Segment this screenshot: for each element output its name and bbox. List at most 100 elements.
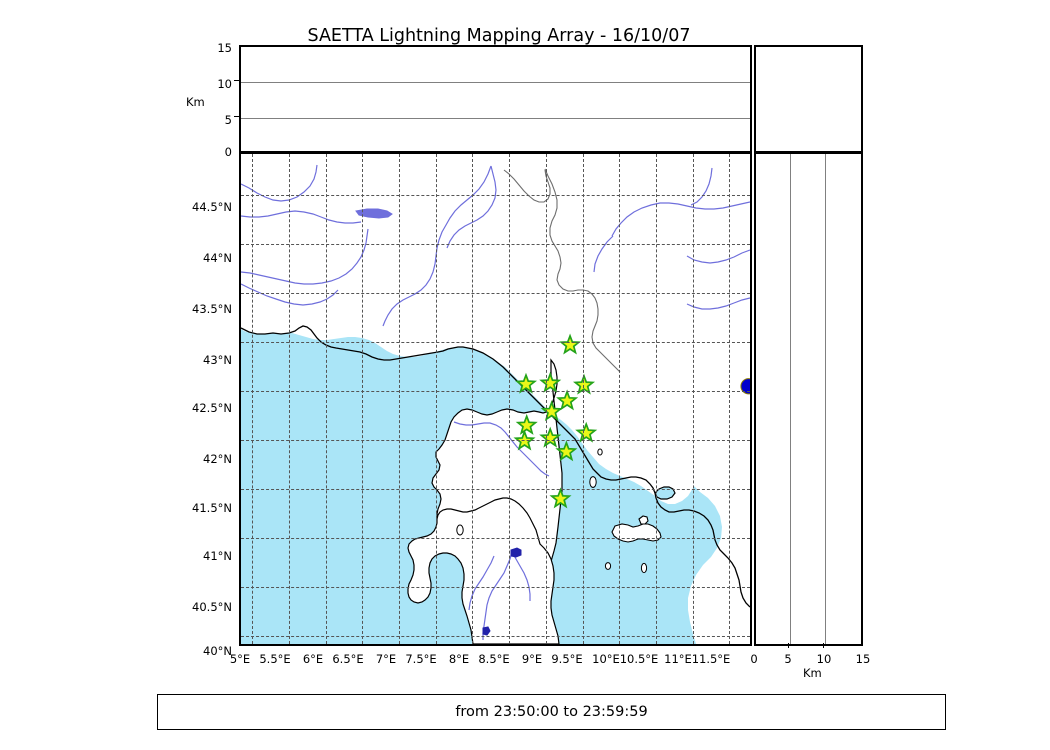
corner-panel[interactable]	[754, 45, 863, 153]
station-marker-station-4[interactable]	[572, 373, 596, 395]
island-elba-spur	[638, 515, 649, 525]
station-marker-station-2[interactable]	[514, 372, 538, 394]
map-xtick-5E: 5°E	[229, 652, 251, 666]
river-sardinia-west	[468, 555, 495, 611]
right-panel-xtick-15: 15	[855, 652, 871, 666]
station-marker-station-6[interactable]	[515, 413, 538, 435]
right-panel-gridline-5	[789, 154, 791, 644]
river-golo-corsica	[453, 421, 550, 477]
river-doubs	[686, 249, 750, 264]
map-xtick-9.5E: 9.5°E	[551, 652, 583, 666]
graticule-lat-42°N	[241, 440, 750, 442]
graticule-lon-10.5°E	[656, 154, 657, 644]
right-panel-tick-5	[787, 643, 789, 648]
top-panel-gridline-5	[241, 118, 750, 120]
top-panel-ytick-15: 15	[217, 41, 232, 55]
top-panel-tick-10	[234, 80, 239, 82]
map-xtick-6.5E: 6.5°E	[332, 652, 364, 666]
map-xtick-11.5E: 11.5°E	[691, 652, 731, 666]
map-xtick-10.5E: 10.5°E	[619, 652, 659, 666]
graticule-lat-40.5°N	[241, 587, 750, 589]
graticule-lon-8°E	[472, 154, 474, 644]
map-panel[interactable]	[239, 152, 752, 646]
graticule-lon-11°E	[692, 154, 694, 644]
lightning-source-markers-layer	[740, 378, 750, 395]
island-elba	[611, 523, 662, 543]
river-dordogne	[241, 283, 339, 306]
map-ytick-44N: 44°N	[203, 251, 232, 265]
map-ytick-42N: 42°N	[203, 452, 232, 466]
map-xtick-8E: 8°E	[448, 652, 470, 666]
island-gorgona	[597, 448, 603, 456]
right-panel-xtick-10: 10	[816, 652, 832, 666]
map-xtick-9E: 9°E	[521, 652, 543, 666]
station-marker-station-10[interactable]	[575, 421, 598, 443]
right-panel-gridline-10	[825, 154, 827, 644]
island-montecristo	[640, 562, 648, 574]
station-marker-station-1[interactable]	[559, 333, 582, 355]
graticule-lat-43.5°N	[241, 293, 750, 295]
map-xtick-7E: 7°E	[375, 652, 397, 666]
station-marker-station-7[interactable]	[540, 400, 563, 422]
graticule-lon-10°E	[619, 154, 621, 644]
map-ytick-43.5N: 43.5°N	[192, 302, 232, 316]
map-graticule-layer	[241, 154, 750, 644]
graticule-lat-43°N	[241, 342, 750, 344]
map-ytick-42.5N: 42.5°N	[192, 401, 232, 415]
graticule-lat-44°N	[241, 244, 750, 246]
lake-sardinia-1	[510, 547, 522, 558]
map-ytick-40N: 40°N	[203, 644, 232, 658]
station-marker-station-12[interactable]	[549, 487, 572, 509]
map-xtick-5.5E: 5.5°E	[259, 652, 291, 666]
page-title: SAETTA Lightning Mapping Array - 16/10/0…	[307, 26, 691, 46]
graticule-lon-6.5°E	[362, 154, 364, 644]
top-panel-tick-5	[234, 116, 239, 118]
station-marker-station-9[interactable]	[539, 426, 562, 448]
graticule-lat-44.5°N	[241, 195, 750, 197]
time-range-status-box[interactable]: from 23:50:00 to 23:59:59	[157, 694, 946, 730]
island-capraia	[589, 476, 597, 488]
top-elevation-panel[interactable]	[239, 45, 752, 153]
border-france-italy	[544, 168, 621, 373]
station-marker-station-3[interactable]	[539, 371, 562, 393]
river-loire-lower	[241, 210, 362, 224]
landmass-provence-coast-fill	[241, 304, 311, 334]
graticule-lon-9°E	[545, 154, 547, 644]
top-panel-ytick-10: 10	[217, 77, 232, 91]
graticule-lon-9.5°E	[582, 154, 584, 644]
top-panel-gridline-10	[241, 82, 750, 84]
lightning-source-1[interactable]	[740, 378, 750, 395]
river-garonne	[241, 228, 369, 285]
right-panel-tick-10	[823, 643, 825, 648]
map-ytick-41.5N: 41.5°N	[192, 501, 232, 515]
landmass-mainland-europe	[241, 154, 750, 504]
map-ytick-40.5N: 40.5°N	[192, 600, 232, 614]
river-po-north	[690, 167, 713, 206]
island-asinara	[456, 524, 464, 536]
graticule-lat-42.5°N	[241, 391, 750, 393]
island-pianosa	[604, 562, 612, 570]
right-panel-xtick-5: 5	[784, 652, 792, 666]
river-arno	[686, 297, 750, 310]
graticule-lat-41°N	[241, 538, 750, 540]
map-xtick-11E: 11°E	[664, 652, 692, 666]
graticule-lat-41.5°N	[241, 489, 750, 491]
top-panel-axis-label: Km	[186, 95, 205, 109]
station-marker-station-5[interactable]	[556, 389, 579, 411]
station-marker-station-11[interactable]	[555, 440, 578, 462]
right-panel-xtick-0: 0	[750, 652, 758, 666]
right-elevation-panel[interactable]	[754, 152, 863, 646]
river-adige	[593, 235, 614, 273]
coastline-french-riviera	[241, 325, 548, 412]
graticule-lon-7°E	[398, 154, 400, 644]
graticule-lon-5.5°E	[288, 154, 290, 644]
river-po	[611, 201, 750, 237]
graticule-lon-5°E	[252, 154, 253, 644]
top-panel-ytick-0: 0	[224, 145, 232, 159]
map-xtick-8.5E: 8.5°E	[478, 652, 510, 666]
station-markers-layer	[513, 333, 598, 509]
river-tirso-sardinia	[482, 551, 513, 640]
map-xtick-10E: 10°E	[592, 652, 620, 666]
graticule-lat-40°N	[241, 636, 750, 638]
